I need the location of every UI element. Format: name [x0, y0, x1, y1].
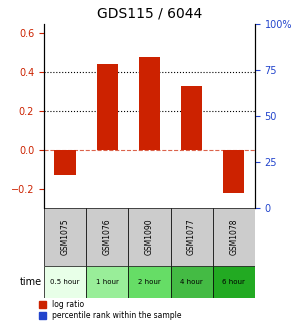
Bar [97, 64, 118, 150]
FancyBboxPatch shape [86, 208, 128, 266]
Bar [181, 86, 202, 150]
FancyBboxPatch shape [86, 266, 128, 298]
FancyBboxPatch shape [213, 208, 255, 266]
FancyBboxPatch shape [171, 208, 213, 266]
Text: 0.5 hour: 0.5 hour [50, 279, 80, 285]
FancyBboxPatch shape [44, 208, 86, 266]
FancyBboxPatch shape [171, 266, 213, 298]
Bar [54, 150, 76, 175]
Title: GDS115 / 6044: GDS115 / 6044 [97, 7, 202, 21]
FancyBboxPatch shape [44, 266, 86, 298]
Text: GSM1075: GSM1075 [61, 219, 69, 255]
Text: GSM1076: GSM1076 [103, 219, 112, 255]
Text: GSM1077: GSM1077 [187, 219, 196, 255]
Text: 6 hour: 6 hour [222, 279, 245, 285]
Text: GSM1090: GSM1090 [145, 219, 154, 255]
FancyBboxPatch shape [128, 208, 171, 266]
Bar [139, 56, 160, 150]
Bar [223, 150, 244, 193]
FancyBboxPatch shape [213, 266, 255, 298]
Text: 4 hour: 4 hour [180, 279, 203, 285]
Text: 1 hour: 1 hour [96, 279, 119, 285]
FancyBboxPatch shape [128, 266, 171, 298]
Legend: log ratio, percentile rank within the sample: log ratio, percentile rank within the sa… [37, 298, 183, 322]
Text: time: time [20, 277, 42, 287]
Text: 2 hour: 2 hour [138, 279, 161, 285]
Text: GSM1078: GSM1078 [229, 219, 238, 255]
